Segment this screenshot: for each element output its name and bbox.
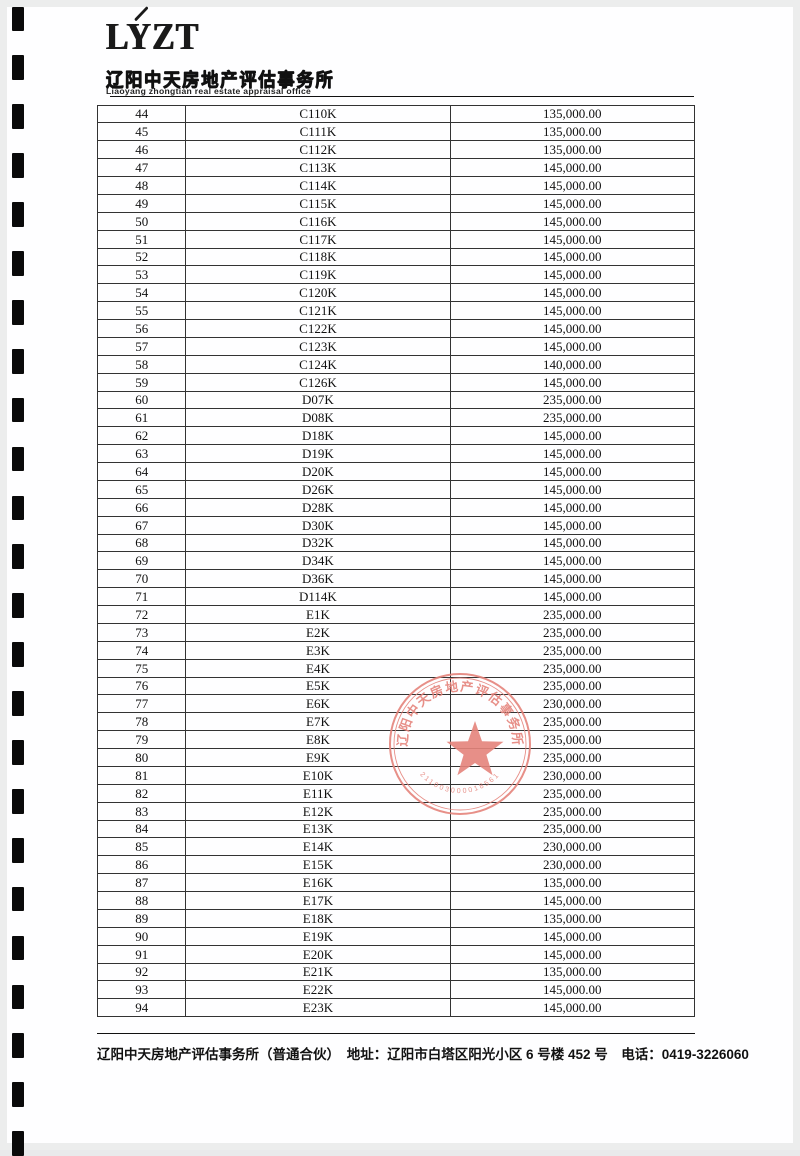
svg-text:辽阳中天房地产评估事务所: 辽阳中天房地产评估事务所	[395, 679, 526, 747]
svg-text:211003000018561: 211003000018561	[418, 771, 501, 795]
